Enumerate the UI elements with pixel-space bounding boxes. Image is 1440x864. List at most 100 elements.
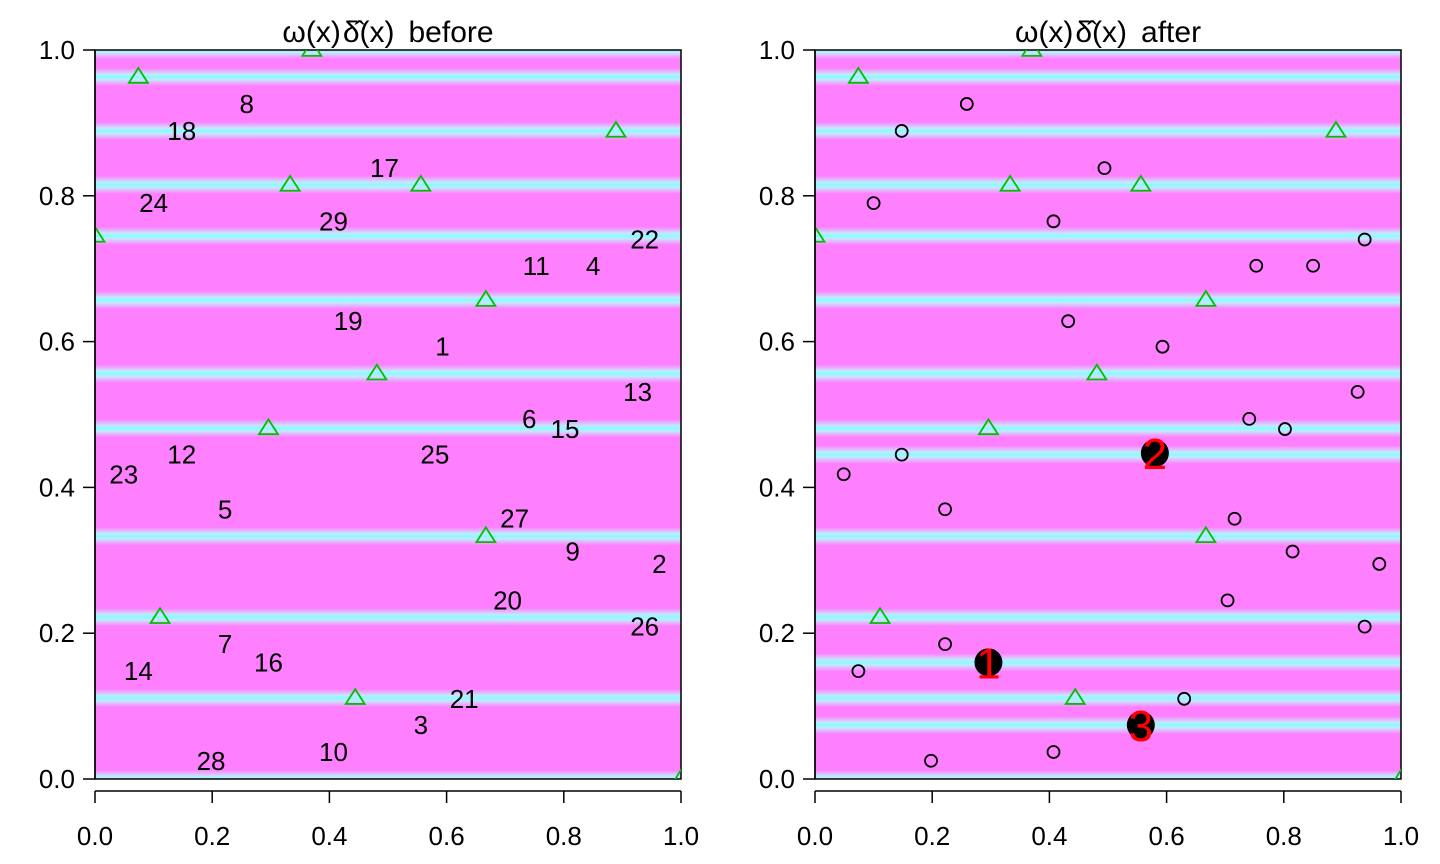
- candidate-circle: [836, 467, 851, 482]
- title-part: ω(x): [282, 16, 340, 49]
- triangle-point: [95, 225, 107, 243]
- triangle-point: [474, 289, 497, 307]
- candidate-circle: [1357, 619, 1372, 634]
- candidate-circle: [1220, 593, 1235, 608]
- triangle-point: [344, 687, 367, 705]
- y-tick-label: 0.8: [39, 181, 75, 211]
- panel-title: ω(x)δ̂(x) after: [1015, 16, 1201, 49]
- candidate-label: 9: [565, 537, 579, 567]
- candidate-label: 6: [522, 404, 536, 434]
- background-band: [95, 364, 681, 383]
- candidate-circle: [1278, 422, 1292, 436]
- background-band: [815, 716, 1401, 735]
- candidate-label: 11: [523, 251, 550, 281]
- candidate-circle: [1306, 258, 1320, 273]
- background-band: [95, 50, 681, 59]
- triangle-point: [1194, 525, 1217, 543]
- triangle-point: [999, 174, 1022, 192]
- x-tick-label: 0.6: [1149, 821, 1185, 851]
- triangle-point: [257, 417, 280, 436]
- candidate-circle: [851, 664, 866, 679]
- triangle-point: [409, 174, 432, 192]
- candidate-circle: [1061, 314, 1076, 329]
- candidate-label: 3: [414, 710, 428, 740]
- candidate-circle: [959, 97, 974, 111]
- background-band: [95, 226, 681, 245]
- y-tick-label: 0.4: [39, 472, 75, 502]
- candidate-label: 7: [218, 629, 232, 659]
- plot-background: [95, 50, 681, 779]
- candidate-label: 20: [493, 585, 522, 615]
- y-tick-label: 0.4: [759, 472, 795, 502]
- candidate-label: 5: [218, 494, 232, 524]
- design-triangles: [815, 50, 1401, 779]
- title-part: δ̂(x): [1075, 16, 1127, 49]
- background-band: [815, 226, 1401, 245]
- x-tick-label: 0.8: [1266, 821, 1302, 851]
- x-tick-label: 0.4: [311, 821, 347, 851]
- selected-points: 1 2 3: [974, 430, 1169, 751]
- background-band: [95, 175, 681, 194]
- y-axis: 0.0 0.2 0.4 0.6 0.8 1.0: [39, 35, 96, 794]
- background-fill: [95, 50, 681, 779]
- y-tick-label: 0.8: [759, 181, 795, 211]
- candidate-label: 10: [319, 737, 348, 767]
- background-band: [95, 527, 681, 546]
- x-tick-label: 0.2: [914, 821, 950, 851]
- background-band: [95, 608, 681, 627]
- candidate-circle: [894, 447, 909, 462]
- selected-point: [1140, 439, 1169, 468]
- candidate-circle: [938, 502, 952, 517]
- background-band: [815, 770, 1401, 779]
- design-triangles: [95, 50, 681, 779]
- triangle-point: [365, 362, 388, 381]
- background-band: [95, 291, 681, 310]
- y-tick-label: 0.2: [39, 618, 75, 648]
- title-part: ω(x): [1015, 16, 1073, 49]
- candidate-label: 13: [623, 377, 652, 407]
- x-axis: 0.0 0.2 0.4 0.6 0.8 1.0: [797, 790, 1419, 851]
- panel-title: ω(x)δ̂(x) before: [282, 16, 493, 49]
- triangle-point: [868, 606, 892, 624]
- candidate-circle: [938, 637, 952, 652]
- candidate-label: 27: [500, 504, 529, 534]
- selected-point: [974, 648, 1003, 677]
- background-band: [815, 608, 1401, 627]
- triangle-point: [1324, 120, 1348, 138]
- background-band: [815, 527, 1401, 546]
- candidate-label: 25: [420, 440, 449, 470]
- candidate-label: 4: [586, 251, 600, 281]
- candidate-circle: [1285, 544, 1300, 559]
- candidate-circles: [836, 97, 1387, 768]
- title-part: before: [409, 16, 494, 49]
- x-tick-label: 0.8: [546, 821, 582, 851]
- title-part: δ̂(x): [343, 16, 395, 49]
- candidate-circle: [1242, 411, 1257, 426]
- x-tick-label: 0.0: [797, 821, 833, 851]
- y-tick-label: 0.0: [759, 764, 795, 794]
- x-axis: 0.0 0.2 0.4 0.6 0.8 1.0: [77, 790, 699, 851]
- x-tick-label: 0.0: [77, 821, 113, 851]
- triangle-point: [279, 174, 302, 192]
- candidate-label: 16: [254, 647, 283, 677]
- candidate-circle: [1097, 161, 1112, 175]
- candidate-label: 23: [109, 459, 138, 489]
- x-tick-label: 0.6: [429, 821, 465, 851]
- triangle-point: [1394, 768, 1401, 779]
- x-tick-label: 0.2: [194, 821, 230, 851]
- background-band: [815, 121, 1401, 140]
- y-tick-label: 0.2: [759, 618, 795, 648]
- background-band: [95, 689, 681, 708]
- x-tick-label: 1.0: [663, 821, 699, 851]
- candidate-circle: [894, 124, 909, 138]
- background-band: [95, 770, 681, 779]
- title-part: after: [1141, 16, 1201, 49]
- triangle-point: [604, 120, 628, 138]
- candidate-circle: [1249, 258, 1264, 273]
- candidate-circle: [866, 196, 881, 210]
- triangle-point: [1020, 50, 1043, 57]
- candidate-circle: [1350, 385, 1365, 399]
- background-band: [815, 175, 1401, 194]
